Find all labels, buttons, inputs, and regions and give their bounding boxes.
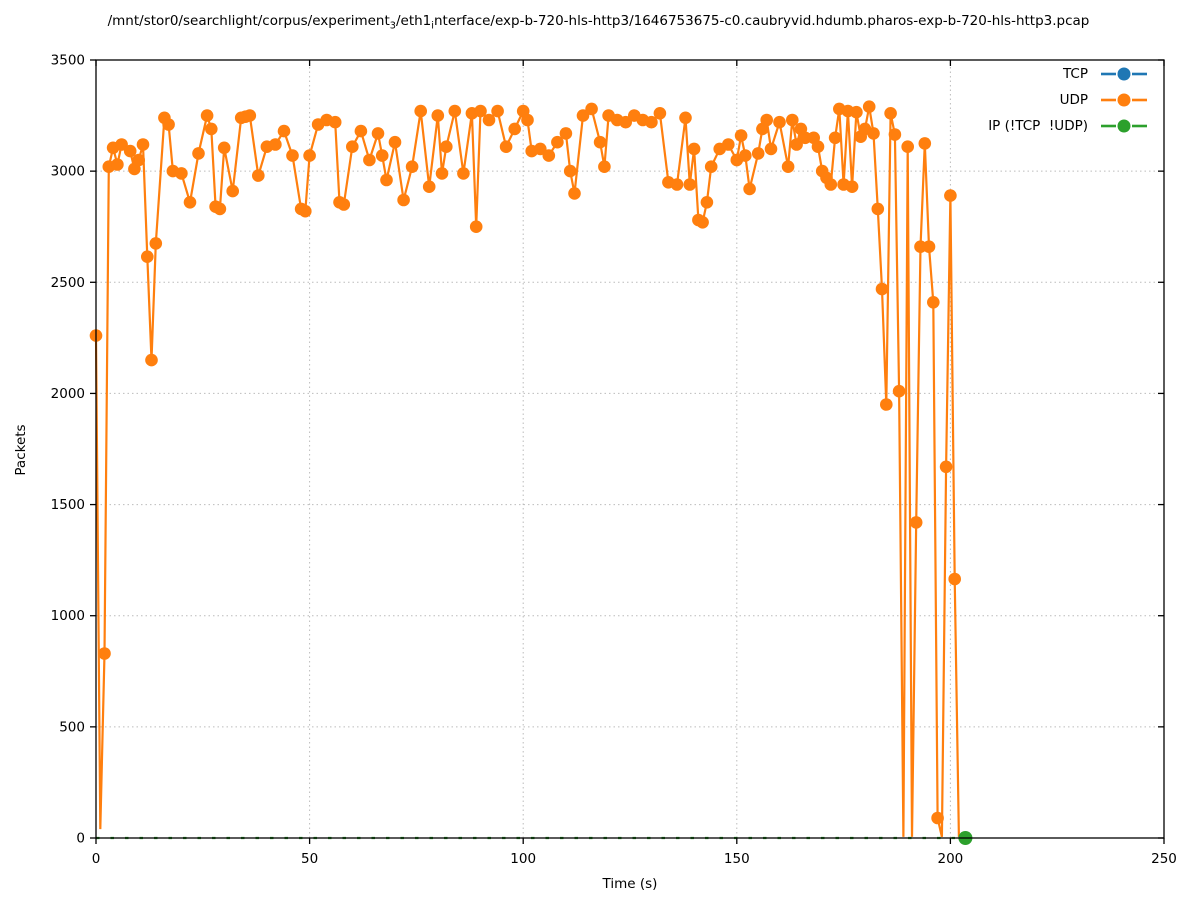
svg-text:0: 0	[92, 851, 101, 867]
plot-title-part3: nterface/exp-b-720-hls-http3/1646753675-…	[433, 13, 1090, 29]
plot-border	[95, 59, 1165, 839]
svg-text:500: 500	[59, 719, 85, 735]
legend-row-ip: IP (!TCP !UDP)	[988, 115, 1148, 136]
legend-row-udp: UDP	[1060, 89, 1148, 110]
plot-title-part1: /mnt/stor0/searchlight/corpus/experiment	[107, 13, 390, 29]
legend-line-dot-icon	[1101, 93, 1147, 106]
svg-text:2000: 2000	[51, 386, 85, 402]
svg-text:3500: 3500	[51, 53, 85, 69]
legend-label-tcp: TCP	[1062, 65, 1088, 82]
legend-line-dot-icon	[1101, 67, 1147, 80]
svg-text:150: 150	[724, 851, 750, 867]
svg-text:1000: 1000	[51, 608, 85, 624]
legend-label-ip: IP (!TCP !UDP)	[988, 117, 1088, 134]
svg-text:3000: 3000	[51, 164, 85, 180]
plot-title-sub1: 3	[389, 20, 396, 32]
legend-line-dot-icon	[1101, 119, 1147, 132]
x-axis-title: Time (s)	[602, 876, 658, 892]
legend-label-udp: UDP	[1059, 91, 1088, 108]
y-axis-title: Packets	[13, 424, 29, 476]
svg-text:0: 0	[76, 831, 85, 847]
svg-text:1500: 1500	[51, 497, 85, 513]
plot-title: /mnt/stor0/searchlight/corpus/experiment…	[0, 13, 1197, 32]
svg-text:50: 50	[301, 851, 318, 867]
legend-row-tcp: TCP	[1063, 63, 1148, 84]
svg-text:250: 250	[1151, 851, 1177, 867]
svg-text:200: 200	[938, 851, 964, 867]
series-udp	[89, 100, 961, 838]
legend: TCP UDP IP (!TCP !UDP)	[988, 63, 1148, 136]
plot-title-part2: /eth1	[395, 13, 432, 29]
plot-title-sub2: i	[431, 20, 434, 32]
svg-text:2500: 2500	[51, 275, 85, 291]
axis-ticks: 0 50 100 150 200 2500500100015002000250030003…	[51, 53, 1177, 868]
svg-text:100: 100	[510, 851, 536, 867]
